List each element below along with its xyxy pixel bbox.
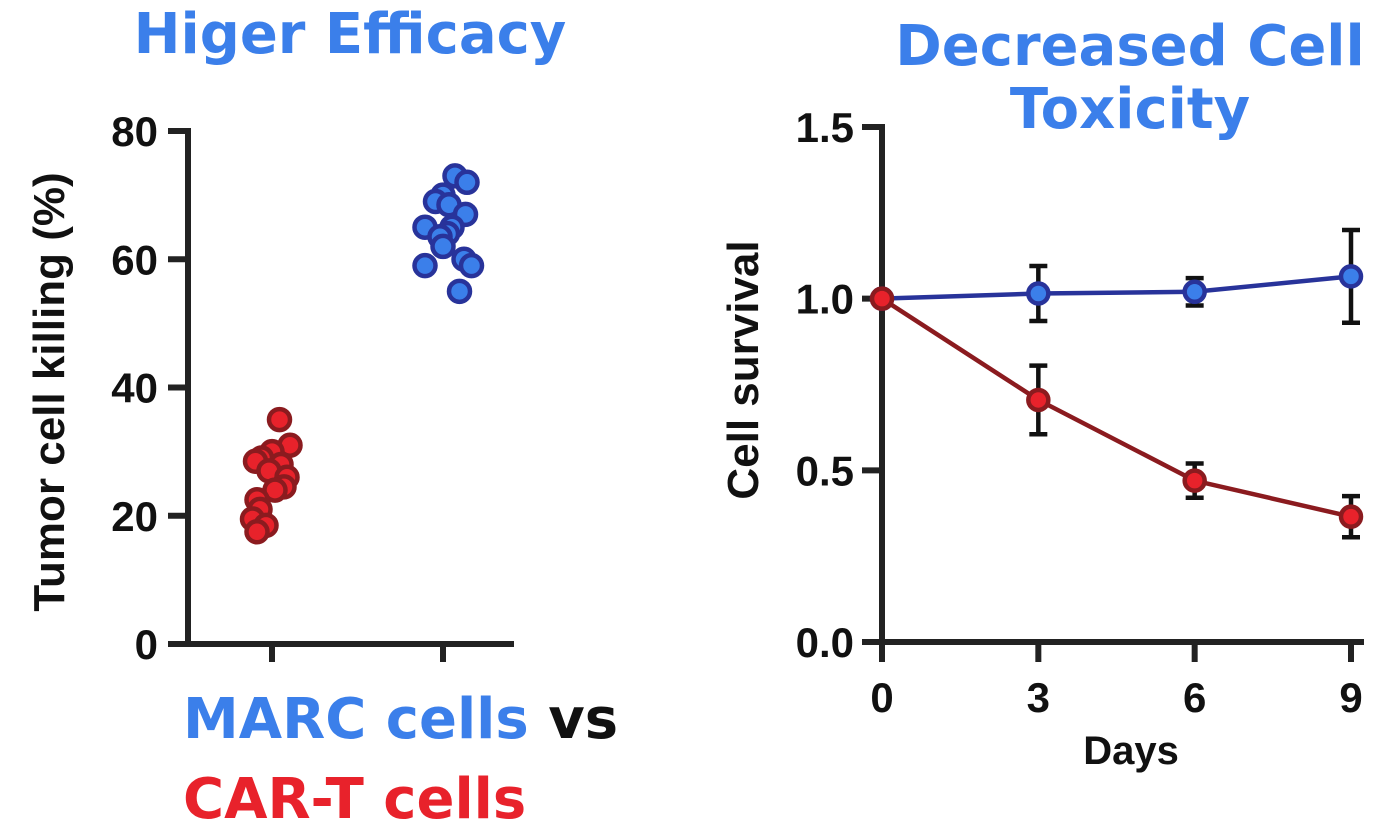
right-x-axis-label: Days <box>1083 729 1179 773</box>
legend-car-t-cells: CAR-T cells <box>183 767 527 832</box>
cart-series-line <box>880 296 1352 519</box>
right-x-tick-label-9: 9 <box>1339 674 1362 721</box>
left-y-tick-label-20: 20 <box>111 493 158 540</box>
left-y-tick-label-0: 0 <box>135 621 158 668</box>
right-y-tick-label-1: 0.5 <box>796 447 854 494</box>
cart-point-1 <box>266 406 293 433</box>
right-chart-title-line-1: Decreased Cell <box>895 14 1365 79</box>
marc-point-13 <box>458 252 485 279</box>
left-y-tick-label-40: 40 <box>111 365 158 412</box>
legend-marc-cells: MARC cells <box>183 687 529 752</box>
legend-line-2: CAR-T cells <box>183 772 526 828</box>
marc-point-2 <box>454 169 480 196</box>
cart-point-day-9 <box>1338 504 1364 529</box>
left-y-axis-label: Tumor cell killing (%) <box>25 172 74 611</box>
left-y-tick-label-80: 80 <box>111 108 158 155</box>
marc-series-line <box>881 274 1352 301</box>
cart-point-15 <box>244 519 270 545</box>
right-y-tick-label-0: 0.0 <box>796 619 854 666</box>
left-chart-title: Higer Efficacy <box>133 2 567 67</box>
right-y-tick-label-2: 1.0 <box>796 276 854 323</box>
cart-point-day-0 <box>869 286 895 311</box>
cart-point-day-3 <box>1026 387 1051 413</box>
marc-point-day-9 <box>1338 264 1364 289</box>
marc-point-11 <box>430 233 456 260</box>
marc-point-15 <box>446 278 473 305</box>
marc-point-day-6 <box>1182 279 1207 305</box>
right-chart-title-line-2: Toxicity <box>1009 76 1251 142</box>
right-y-axis-label: Cell survival <box>719 240 768 499</box>
legend-vs: vs <box>548 687 619 752</box>
right-chart-title: Decreased Cell Toxicity <box>860 14 1384 142</box>
right-y-tick-label-3: 1.5 <box>796 104 854 151</box>
right-x-tick-label-3: 3 <box>1027 674 1050 721</box>
legend-line-1: MARC cells vs <box>183 692 618 748</box>
marc-point-day-3 <box>1026 281 1051 306</box>
right-x-tick-label-6: 6 <box>1183 674 1206 721</box>
cart-point-day-6 <box>1182 468 1207 493</box>
left-y-tick-label-60: 60 <box>111 236 158 283</box>
right-x-tick-label-0: 0 <box>870 674 893 721</box>
marc-point-14 <box>412 252 438 279</box>
